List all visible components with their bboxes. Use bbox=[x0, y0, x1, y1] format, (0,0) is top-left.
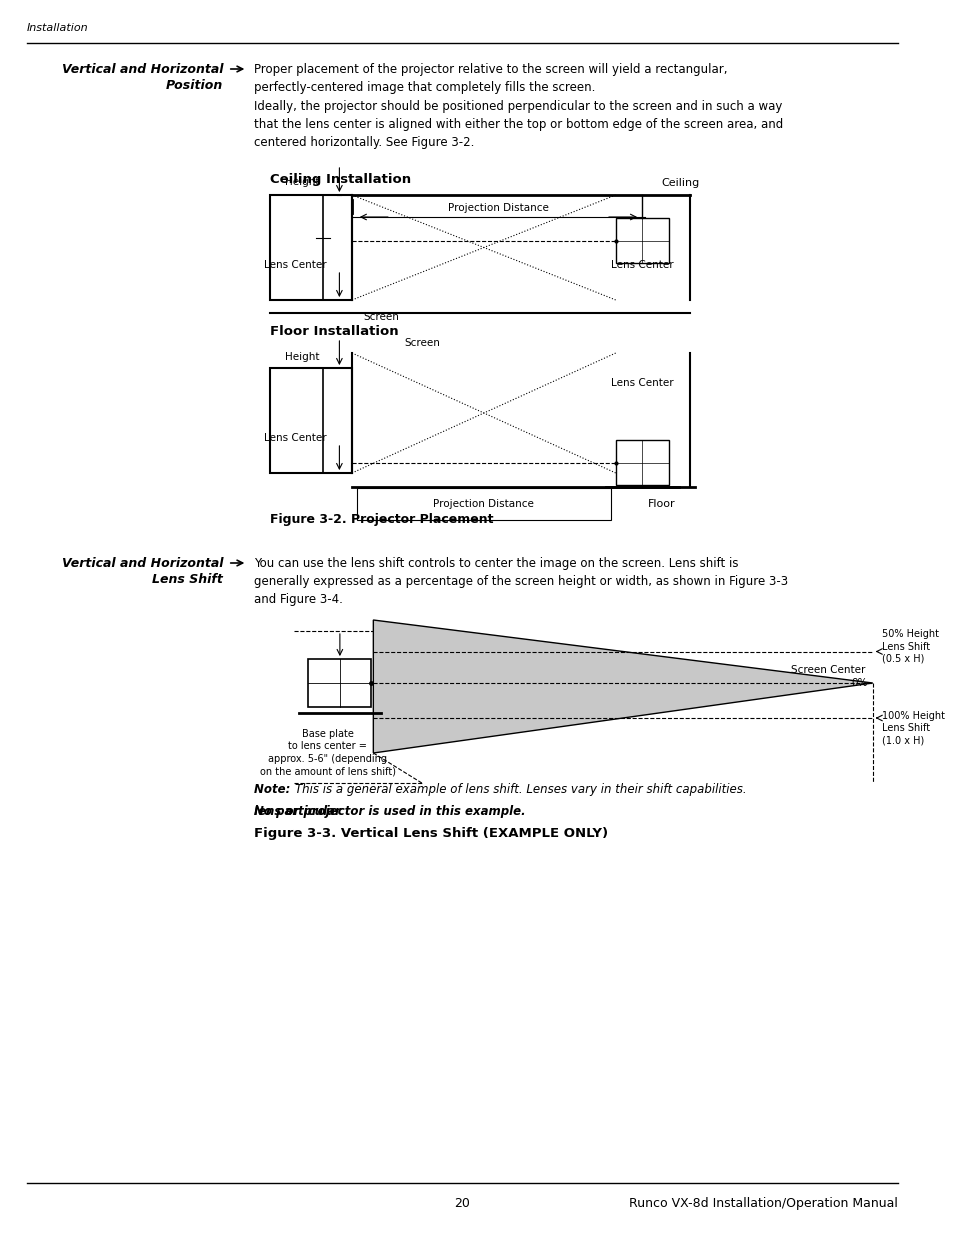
Text: Screen Center: Screen Center bbox=[790, 664, 864, 676]
Text: Screen: Screen bbox=[403, 338, 439, 348]
Text: You can use the lens shift controls to center the image on the screen. Lens shif: You can use the lens shift controls to c… bbox=[253, 557, 787, 606]
Bar bbox=[615, 219, 668, 263]
Text: Vertical and Horizontal: Vertical and Horizontal bbox=[61, 63, 223, 77]
Text: Lens Center: Lens Center bbox=[610, 261, 673, 270]
Text: 0%: 0% bbox=[851, 678, 867, 688]
Text: Proper placement of the projector relative to the screen will yield a rectangula: Proper placement of the projector relati… bbox=[253, 63, 727, 94]
Text: 20: 20 bbox=[455, 1197, 470, 1210]
Polygon shape bbox=[373, 620, 872, 753]
Text: Lens Center: Lens Center bbox=[610, 378, 673, 388]
Text: Ceiling Installation: Ceiling Installation bbox=[270, 173, 411, 186]
Text: Screen: Screen bbox=[363, 312, 398, 322]
Text: Projection Distance: Projection Distance bbox=[448, 203, 548, 212]
Bar bbox=[270, 195, 352, 300]
Text: Floor Installation: Floor Installation bbox=[270, 325, 397, 338]
Text: No particular: No particular bbox=[253, 805, 340, 832]
Text: Base plate
to lens center =
approx. 5-6" (depending
on the amount of lens shift): Base plate to lens center = approx. 5-6"… bbox=[259, 729, 395, 777]
Text: Figure 3-3. Vertical Lens Shift (EXAMPLE ONLY): Figure 3-3. Vertical Lens Shift (EXAMPLE… bbox=[253, 827, 608, 840]
Text: Height: Height bbox=[285, 352, 319, 362]
Bar bbox=[615, 440, 668, 485]
Bar bbox=[356, 488, 610, 520]
Text: Height: Height bbox=[285, 177, 319, 186]
Text: 100% Height
Lens Shift
(1.0 x H): 100% Height Lens Shift (1.0 x H) bbox=[882, 710, 944, 746]
Text: Floor: Floor bbox=[647, 499, 675, 509]
Text: Runco VX-8d Installation/Operation Manual: Runco VX-8d Installation/Operation Manua… bbox=[628, 1197, 897, 1210]
Bar bbox=[308, 659, 371, 706]
Text: Lens Center: Lens Center bbox=[264, 261, 327, 270]
Text: Lens Shift: Lens Shift bbox=[152, 573, 223, 585]
Text: lens or projector is used in this example.: lens or projector is used in this exampl… bbox=[253, 805, 525, 818]
Text: Position: Position bbox=[166, 79, 223, 91]
Text: Installation: Installation bbox=[27, 23, 89, 33]
Bar bbox=[270, 368, 352, 473]
Text: This is a general example of lens shift. Lenses vary in their shift capabilities: This is a general example of lens shift.… bbox=[294, 783, 749, 797]
Text: Ceiling: Ceiling bbox=[660, 178, 699, 188]
Text: Note:: Note: bbox=[253, 783, 294, 797]
Text: 50% Height
Lens Shift
(0.5 x H): 50% Height Lens Shift (0.5 x H) bbox=[882, 629, 939, 664]
Text: Projection Distance: Projection Distance bbox=[433, 499, 534, 509]
Text: Lens Center: Lens Center bbox=[264, 433, 327, 443]
Text: Figure 3-2. Projector Placement: Figure 3-2. Projector Placement bbox=[270, 513, 493, 526]
Text: Vertical and Horizontal: Vertical and Horizontal bbox=[61, 557, 223, 571]
Text: Ideally, the projector should be positioned perpendicular to the screen and in s: Ideally, the projector should be positio… bbox=[253, 100, 782, 149]
